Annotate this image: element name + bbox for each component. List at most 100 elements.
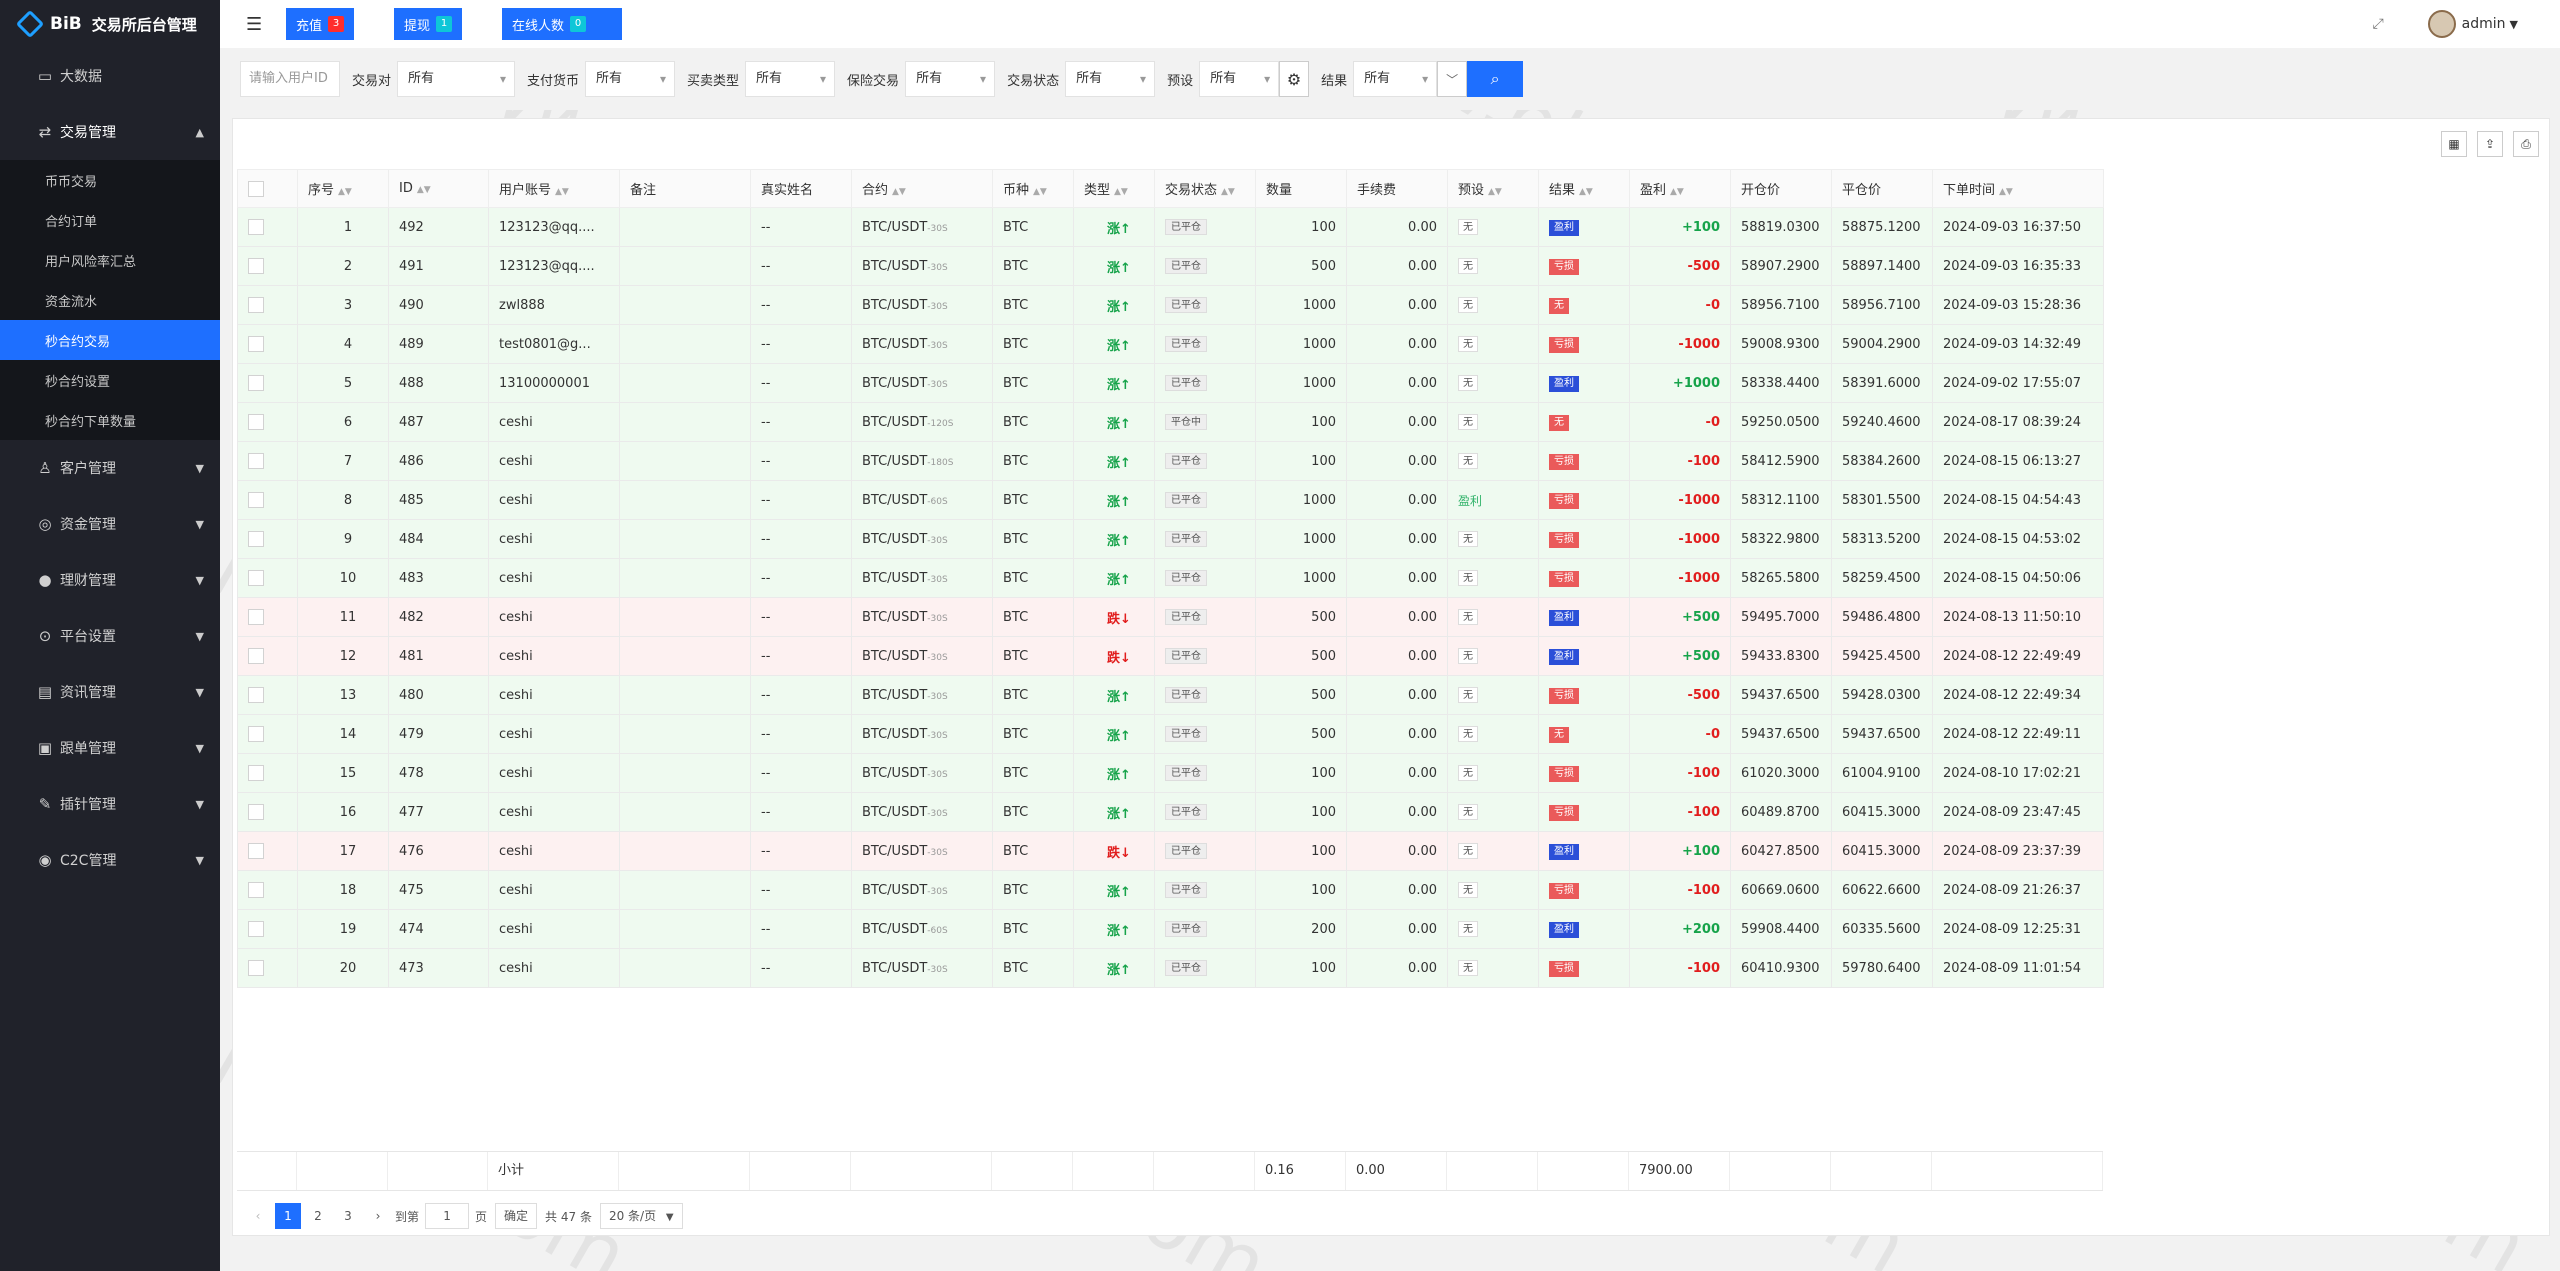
sort-icon[interactable]: ▲▼ (1033, 187, 1047, 197)
table-row[interactable]: 14 479 ceshi -- BTC/USDT-30S BTC 涨↑ 已平仓 500 0.00 无… (237, 714, 2104, 754)
column-header[interactable]: ID ▲▼ (388, 169, 489, 208)
row-checkbox-cell[interactable] (237, 363, 298, 403)
row-checkbox-cell[interactable] (237, 597, 298, 637)
column-header[interactable]: 用户账号 ▲▼ (488, 169, 620, 208)
avatar[interactable] (2427, 10, 2456, 38)
row-checkbox-cell[interactable] (237, 636, 298, 676)
row-checkbox-cell[interactable] (237, 831, 298, 871)
print-icon[interactable]: ⎙ (2513, 131, 2539, 157)
row-checkbox[interactable] (248, 336, 264, 352)
sidebar-item-funds[interactable]: ◎ 资金管理 ▼ (0, 496, 220, 552)
withdraw-button[interactable]: 提现 1 (394, 8, 463, 40)
table-row[interactable]: 13 480 ceshi -- BTC/USDT-30S BTC 涨↑ 已平仓 500 0.00 无… (237, 675, 2104, 715)
pay-currency-select[interactable]: 所有 (585, 61, 676, 97)
gear-icon[interactable]: ⚙ (1279, 61, 1310, 97)
row-checkbox-cell[interactable] (237, 792, 298, 832)
next-page-icon[interactable]: › (375, 1209, 381, 1223)
result-select[interactable]: 所有 (1353, 61, 1438, 97)
row-checkbox[interactable] (248, 804, 264, 820)
row-checkbox-cell[interactable] (237, 870, 298, 910)
goto-page-input[interactable]: 1 (425, 1203, 470, 1229)
row-checkbox[interactable] (248, 570, 264, 586)
goto-confirm-button[interactable]: 确定 (495, 1203, 538, 1229)
sidebar-item-news[interactable]: ▤ 资讯管理 ▼ (0, 664, 220, 720)
sidebar-subitem-spot[interactable]: 币币交易 (45, 174, 98, 190)
page-size-select[interactable]: 20 条/页 ▼ (599, 1203, 683, 1229)
column-header[interactable]: 类型 ▲▼ (1073, 169, 1155, 208)
select-all-checkbox[interactable] (248, 180, 264, 197)
row-checkbox-cell[interactable] (237, 948, 298, 988)
sidebar-item-platform[interactable]: ⊙ 平台设置 ▼ (0, 608, 220, 664)
page-button-2[interactable]: 2 (314, 1209, 322, 1223)
recharge-button[interactable]: 充值 3 (286, 8, 355, 40)
preset-select[interactable]: 所有 (1199, 61, 1280, 97)
row-checkbox-cell[interactable] (237, 714, 298, 754)
table-row[interactable]: 1 492 123123@qq.... -- BTC/USDT-30S BTC 涨↑ 已平仓 1… (237, 207, 2104, 247)
row-checkbox[interactable] (248, 921, 264, 937)
sidebar-subitem-fund-flow[interactable]: 资金流水 (45, 294, 98, 310)
column-header[interactable]: 结果 ▲▼ (1538, 169, 1630, 208)
table-row[interactable]: 15 478 ceshi -- BTC/USDT-30S BTC 涨↑ 已平仓 100 0.00 无… (237, 753, 2104, 793)
pair-select[interactable]: 所有 (397, 61, 516, 97)
table-row[interactable]: 17 476 ceshi -- BTC/USDT-30S BTC 跌↓ 已平仓 100 0.00 无… (237, 831, 2104, 871)
row-checkbox[interactable] (248, 414, 264, 430)
row-checkbox[interactable] (248, 960, 264, 976)
sort-icon[interactable]: ▲▼ (1221, 187, 1235, 197)
table-row[interactable]: 16 477 ceshi -- BTC/USDT-30S BTC 涨↑ 已平仓 100 0.00 无… (237, 792, 2104, 832)
trade-type-select[interactable]: 所有 (745, 61, 836, 97)
sort-icon[interactable]: ▲▼ (416, 185, 431, 195)
table-row[interactable]: 3 490 zwl888 -- BTC/USDT-30S BTC 涨↑ 已平仓 1000 0.00… (237, 285, 2104, 325)
column-header[interactable]: 交易状态 ▲▼ (1154, 169, 1256, 208)
column-header[interactable]: 开仓价 (1730, 169, 1832, 208)
page-button-1[interactable]: 1 (275, 1203, 301, 1229)
user-id-input[interactable]: 请输入用户ID (240, 61, 340, 97)
app-logo[interactable]: BiB 交易所后台管理 (0, 0, 220, 48)
sidebar-item-copytrade[interactable]: ▣ 跟单管理 ▼ (0, 720, 220, 776)
table-row[interactable]: 19 474 ceshi -- BTC/USDT-60S BTC 涨↑ 已平仓 200 0.00 无… (237, 909, 2104, 949)
column-header[interactable]: 合约 ▲▼ (851, 169, 993, 208)
chevron-down-icon[interactable]: ▼ (2509, 17, 2518, 31)
sort-icon[interactable]: ▲▼ (1999, 187, 2013, 197)
table-row[interactable]: 2 491 123123@qq.... -- BTC/USDT-30S BTC 涨↑ 已平仓 5… (237, 246, 2104, 286)
column-header[interactable]: 平仓价 (1831, 169, 1933, 208)
column-header[interactable]: 真实姓名 (750, 169, 852, 208)
row-checkbox[interactable] (248, 843, 264, 859)
column-header[interactable]: 下单时间 ▲▼ (1932, 169, 2104, 208)
table-row[interactable]: 4 489 test0801@g... -- BTC/USDT-30S BTC 涨↑ 已平仓 1… (237, 324, 2104, 364)
page-button-3[interactable]: 3 (344, 1209, 352, 1223)
column-header[interactable]: 币种 ▲▼ (992, 169, 1074, 208)
table-row[interactable]: 20 473 ceshi -- BTC/USDT-30S BTC 涨↑ 已平仓 100 0.00 无… (237, 948, 2104, 988)
row-checkbox-cell[interactable] (237, 909, 298, 949)
row-checkbox-cell[interactable] (237, 519, 298, 559)
sidebar-subitem-second-orders-count[interactable]: 秒合约下单数量 (45, 414, 137, 430)
table-row[interactable]: 11 482 ceshi -- BTC/USDT-30S BTC 跌↓ 已平仓 500 0.00 无… (237, 597, 2104, 637)
table-row[interactable]: 8 485 ceshi -- BTC/USDT-60S BTC 涨↑ 已平仓 1000 0.00 盈… (237, 480, 2104, 520)
online-users-button[interactable]: 在线人数 0 (502, 8, 623, 40)
row-checkbox-cell[interactable] (237, 441, 298, 481)
row-checkbox-cell[interactable] (237, 246, 298, 286)
column-header[interactable]: 备注 (619, 169, 751, 208)
menu-toggle-icon[interactable]: ☰ (246, 13, 263, 35)
row-checkbox-cell[interactable] (237, 207, 298, 247)
row-checkbox[interactable] (248, 453, 264, 469)
row-checkbox-cell[interactable] (237, 324, 298, 364)
sort-icon[interactable]: ▲▼ (1579, 187, 1593, 197)
row-checkbox[interactable] (248, 258, 264, 274)
row-checkbox-cell[interactable] (237, 402, 298, 442)
admin-username[interactable]: admin (2461, 16, 2506, 32)
column-header[interactable]: 手续费 (1346, 169, 1448, 208)
sort-icon[interactable]: ▲▼ (338, 187, 352, 197)
table-row[interactable]: 12 481 ceshi -- BTC/USDT-30S BTC 跌↓ 已平仓 500 0.00 无… (237, 636, 2104, 676)
table-row[interactable]: 18 475 ceshi -- BTC/USDT-30S BTC 涨↑ 已平仓 100 0.00 无… (237, 870, 2104, 910)
prev-page-icon[interactable]: ‹ (255, 1209, 261, 1223)
sidebar-subitem-second-contract[interactable]: 秒合约交易 (0, 320, 220, 360)
sidebar-item-trade[interactable]: ⇄ 交易管理 ▲ (0, 104, 220, 160)
sidebar-item-c2c[interactable]: ◉ C2C管理 ▼ (0, 832, 220, 888)
sort-icon[interactable]: ▲▼ (1488, 187, 1502, 197)
sort-icon[interactable]: ▲▼ (1670, 187, 1684, 197)
columns-icon[interactable]: ▦ (2441, 131, 2467, 157)
row-checkbox-cell[interactable] (237, 675, 298, 715)
table-row[interactable]: 7 486 ceshi -- BTC/USDT-180S BTC 涨↑ 已平仓 100 0.00 无… (237, 441, 2104, 481)
row-checkbox[interactable] (248, 609, 264, 625)
sidebar-item-customers[interactable]: ♙ 客户管理 ▼ (0, 440, 220, 496)
